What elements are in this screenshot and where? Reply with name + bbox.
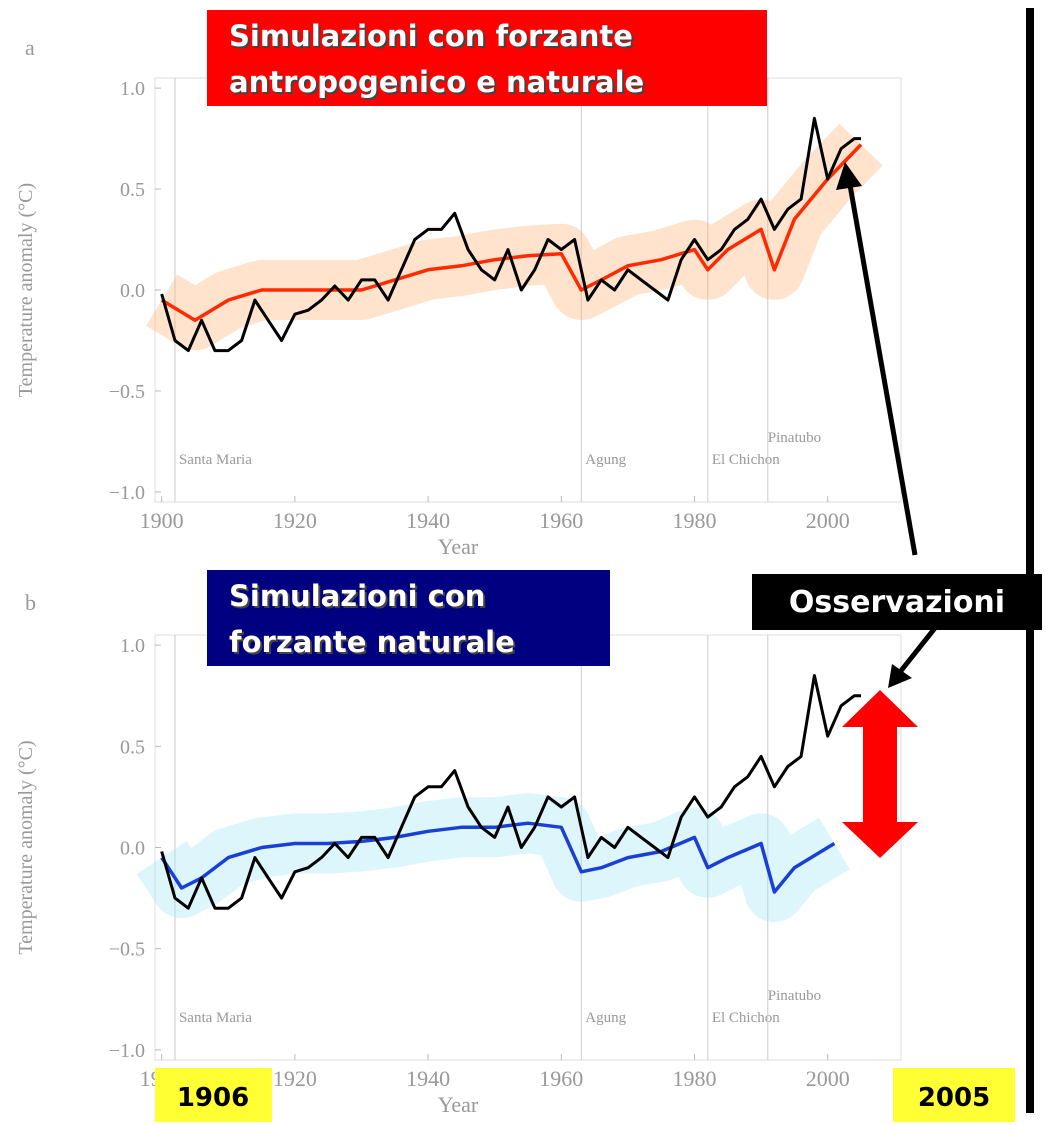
charts: a 1.0 0.5 0.0 −0.5 −1.0 1900 1920 1940 1960 1980 20… bbox=[15, 10, 902, 1117]
title-line: Simulazioni con bbox=[229, 579, 485, 613]
arrow-shaft bbox=[847, 184, 918, 556]
y-axis-label: Temperature anomaly (°C) bbox=[15, 740, 37, 954]
x-tick-label: 1920 bbox=[273, 1066, 317, 1091]
y-tick-label: −0.5 bbox=[109, 381, 145, 403]
x-tick-label: 1920 bbox=[273, 508, 317, 533]
series-line bbox=[160, 143, 863, 323]
event-label: El Chichon bbox=[712, 452, 780, 468]
x-tick-label: 1980 bbox=[673, 1066, 717, 1091]
y-tick-label: 1.0 bbox=[120, 635, 145, 657]
series-line bbox=[160, 821, 836, 894]
year-text: 1906 bbox=[177, 1083, 249, 1113]
event-label: Pinatubo bbox=[768, 430, 821, 446]
y-tick-label: −0.5 bbox=[109, 939, 145, 961]
event-label: Pinatubo bbox=[768, 988, 821, 1004]
x-tick-label: 1960 bbox=[539, 508, 583, 533]
y-tick-label: 0.5 bbox=[120, 179, 145, 201]
gap-arrow bbox=[842, 690, 918, 858]
event-label: El Chichon bbox=[712, 1010, 780, 1026]
arrow-shaft bbox=[898, 626, 937, 674]
x-tick-label: 2000 bbox=[806, 508, 850, 533]
y-tick-label: 1.0 bbox=[120, 78, 145, 100]
y-tick-label: 0.5 bbox=[120, 736, 145, 758]
y-tick-label: 0.0 bbox=[120, 838, 145, 860]
year-text: 2005 bbox=[918, 1083, 990, 1113]
event-label: Agung bbox=[585, 1010, 626, 1026]
title-shadow: Simulazioni con bbox=[231, 581, 487, 615]
callout-text: Osservazioni bbox=[789, 585, 1005, 620]
title-box bbox=[207, 570, 610, 666]
y-axis-label: Temperature anomaly (°C) bbox=[15, 183, 37, 397]
year-box bbox=[893, 1068, 1015, 1122]
arrow-head bbox=[888, 664, 912, 688]
x-tick-label: 1980 bbox=[673, 508, 717, 533]
x-tick-label: 1940 bbox=[406, 1066, 450, 1091]
year-box bbox=[155, 1068, 272, 1122]
x-tick-label: 1900 bbox=[140, 508, 184, 533]
callout-box bbox=[752, 574, 1042, 630]
y-tick-label: −1.0 bbox=[109, 482, 145, 504]
title-line: forzante naturale bbox=[229, 625, 515, 659]
x-tick-label: 1960 bbox=[539, 1066, 583, 1091]
y-tick-label: 0.0 bbox=[120, 280, 145, 302]
x-axis-label: Year bbox=[438, 1092, 479, 1117]
title-shadow: forzante naturale bbox=[231, 627, 517, 661]
x-tick-label: 2000 bbox=[806, 1066, 850, 1091]
ensemble-spread bbox=[136, 793, 858, 922]
y-tick-label: −1.0 bbox=[109, 1040, 145, 1062]
event-label: Santa Maria bbox=[179, 1010, 252, 1026]
title-shadow: antropogenico e naturale bbox=[231, 67, 646, 101]
series-line bbox=[160, 674, 861, 910]
title-box bbox=[207, 10, 767, 106]
title-line: antropogenico e naturale bbox=[229, 65, 644, 99]
x-tick-label: 1940 bbox=[406, 508, 450, 533]
panel-letter: b bbox=[25, 590, 36, 615]
side-bar bbox=[1026, 8, 1034, 1113]
x-axis-label: Year bbox=[438, 534, 479, 559]
title-line: Simulazioni con forzante bbox=[229, 19, 633, 53]
arrow-head bbox=[836, 162, 862, 190]
event-label: Santa Maria bbox=[179, 452, 252, 468]
series-line bbox=[160, 116, 861, 353]
panel-letter: a bbox=[25, 35, 35, 60]
title-shadow: Simulazioni con forzante bbox=[231, 21, 635, 55]
event-label: Agung bbox=[585, 452, 626, 468]
